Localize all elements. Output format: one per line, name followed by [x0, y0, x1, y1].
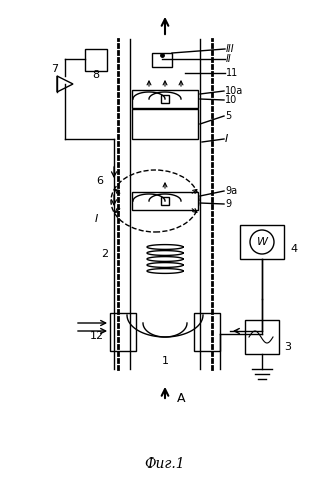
Text: Фиг.1: Фиг.1	[145, 457, 185, 471]
Text: I: I	[225, 134, 228, 144]
Text: I: I	[94, 214, 98, 224]
Text: A: A	[177, 393, 186, 406]
Bar	[161, 197, 169, 205]
Bar	[240, 225, 284, 259]
Text: 5: 5	[225, 111, 231, 121]
Text: 6: 6	[97, 176, 103, 186]
Bar	[132, 192, 198, 210]
Bar	[194, 313, 220, 351]
Bar	[132, 90, 198, 108]
Bar	[85, 49, 107, 71]
Text: 2: 2	[101, 249, 108, 259]
Bar	[161, 95, 169, 103]
Text: III: III	[226, 44, 235, 54]
Text: 8: 8	[93, 70, 100, 80]
Text: 4: 4	[290, 244, 297, 254]
Bar	[110, 313, 136, 351]
Text: 9: 9	[225, 199, 231, 209]
Text: 10a: 10a	[225, 86, 243, 96]
Text: 11: 11	[226, 68, 238, 78]
Text: 12: 12	[90, 331, 104, 341]
Text: 1: 1	[161, 356, 168, 366]
Text: II: II	[226, 54, 232, 64]
Bar	[245, 320, 279, 354]
Bar	[132, 109, 198, 139]
Text: 9a: 9a	[225, 186, 237, 196]
Text: W: W	[256, 237, 268, 247]
Text: 3: 3	[284, 342, 291, 352]
Bar	[152, 53, 172, 67]
Text: 10: 10	[225, 95, 237, 105]
Text: 7: 7	[51, 64, 59, 74]
